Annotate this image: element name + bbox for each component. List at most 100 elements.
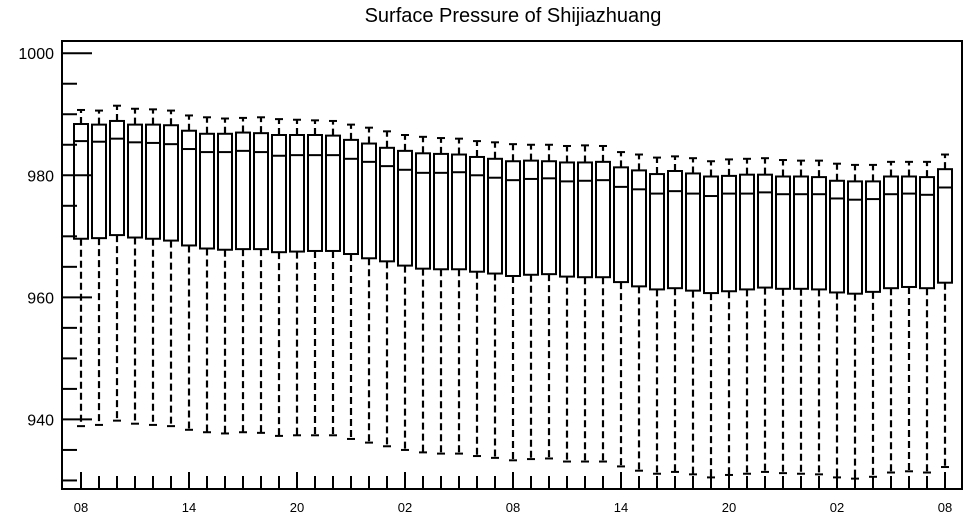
box-33 (649, 156, 665, 475)
box-iqr (883, 175, 899, 290)
box-iqr (901, 175, 917, 288)
x-tick-label: 02 (398, 500, 412, 515)
box-17 (361, 126, 377, 444)
box-iqr (487, 157, 503, 275)
box-14 (307, 119, 323, 437)
box-27 (541, 143, 557, 460)
box-32 (631, 153, 647, 472)
box-iqr (451, 153, 467, 271)
box-iqr (469, 155, 485, 273)
box-iqr (199, 132, 215, 250)
box-43 (829, 162, 845, 479)
box-20 (415, 135, 431, 454)
box-35 (685, 157, 701, 476)
box-18 (379, 130, 395, 448)
box-28 (559, 144, 575, 463)
box-9 (217, 117, 233, 435)
box-iqr (433, 152, 449, 271)
boxes-layer (73, 104, 953, 480)
box-46 (883, 160, 899, 474)
box-19 (397, 133, 413, 451)
box-iqr (847, 180, 863, 295)
y-tick-label: 980 (27, 168, 54, 185)
box-iqr (811, 176, 827, 291)
box-iqr (163, 124, 179, 242)
box-iqr (541, 160, 557, 276)
box-iqr (775, 175, 791, 290)
box-36 (703, 160, 719, 479)
box-38 (739, 157, 755, 475)
x-tick-label: 02 (830, 500, 844, 515)
box-iqr (685, 172, 701, 292)
box-4 (127, 107, 143, 425)
box-26 (523, 143, 539, 461)
box-iqr (577, 161, 593, 279)
x-tick-label: 08 (938, 500, 952, 515)
box-iqr (595, 160, 611, 279)
box-11 (253, 116, 269, 434)
box-iqr (757, 173, 773, 289)
box-31 (613, 151, 629, 468)
box-24 (487, 141, 503, 459)
y-tick-label: 960 (27, 290, 54, 307)
x-tick-label: 14 (182, 500, 196, 515)
box-iqr (631, 169, 647, 288)
box-34 (667, 155, 683, 473)
box-5 (145, 108, 161, 426)
box-iqr (667, 170, 683, 290)
x-tick-label: 14 (614, 500, 628, 515)
box-iqr (289, 133, 305, 253)
box-40 (775, 159, 791, 475)
box-iqr (73, 123, 89, 240)
box-22 (451, 137, 467, 455)
box-2 (91, 109, 107, 426)
box-37 (721, 158, 737, 476)
box-15 (325, 119, 341, 437)
box-iqr (559, 161, 575, 278)
box-41 (793, 159, 809, 475)
box-iqr (649, 173, 665, 291)
box-iqr (361, 142, 377, 260)
box-1 (73, 108, 89, 428)
box-iqr (379, 146, 395, 263)
box-7 (181, 114, 197, 431)
box-48 (919, 160, 935, 474)
box-iqr (829, 179, 845, 294)
box-iqr (91, 123, 107, 240)
box-45 (865, 163, 881, 478)
y-tick-label: 1000 (18, 46, 54, 63)
box-21 (433, 137, 449, 455)
x-tick-label: 08 (506, 500, 520, 515)
box-iqr (721, 174, 737, 293)
x-tick-label: 20 (290, 500, 304, 515)
box-6 (163, 109, 179, 428)
box-iqr (613, 166, 629, 284)
box-iqr (937, 168, 953, 284)
box-39 (757, 157, 773, 473)
chart-title: Surface Pressure of Shijiazhuang (365, 5, 662, 27)
box-iqr (109, 119, 125, 237)
box-iqr (127, 123, 143, 239)
box-iqr (343, 138, 359, 256)
box-iqr (793, 175, 809, 290)
box-23 (469, 140, 485, 458)
box-iqr (415, 152, 431, 270)
box-3 (109, 104, 125, 422)
box-iqr (919, 176, 935, 290)
box-10 (235, 116, 251, 434)
box-iqr (271, 133, 287, 254)
box-25 (505, 143, 521, 462)
box-12 (271, 118, 287, 437)
y-tick-label: 940 (27, 412, 54, 429)
box-iqr (739, 173, 755, 291)
box-42 (811, 159, 827, 476)
box-iqr (523, 159, 539, 276)
box-49 (937, 153, 953, 469)
box-iqr (253, 132, 269, 251)
box-iqr (865, 180, 881, 293)
box-13 (289, 118, 305, 437)
box-iqr (325, 134, 341, 252)
x-axis: 08 14 20 02 08 14 20 02 08 (74, 472, 952, 515)
box-iqr (235, 131, 251, 251)
